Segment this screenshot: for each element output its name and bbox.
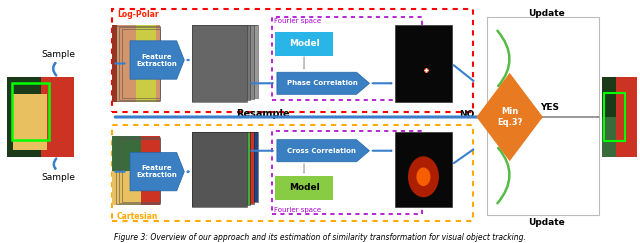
Text: Sample: Sample <box>41 50 75 59</box>
FancyBboxPatch shape <box>40 78 74 156</box>
Text: Update: Update <box>529 9 565 18</box>
Ellipse shape <box>408 156 439 197</box>
Text: Figure 3: Overview of our approach and its estimation of similarity transformati: Figure 3: Overview of our approach and i… <box>114 233 526 242</box>
Text: Resample: Resample <box>236 109 289 119</box>
FancyBboxPatch shape <box>275 32 333 56</box>
Text: Cartesian: Cartesian <box>117 211 158 220</box>
FancyArrowPatch shape <box>454 65 474 81</box>
FancyBboxPatch shape <box>200 25 254 99</box>
Polygon shape <box>277 140 369 162</box>
Polygon shape <box>130 41 184 79</box>
Text: YES: YES <box>540 103 559 112</box>
FancyBboxPatch shape <box>396 25 452 102</box>
Text: Model: Model <box>289 183 319 192</box>
FancyBboxPatch shape <box>136 25 156 102</box>
FancyBboxPatch shape <box>141 136 161 205</box>
Polygon shape <box>277 72 369 94</box>
Text: Log-Polar: Log-Polar <box>117 10 159 19</box>
Text: Feature
Extraction: Feature Extraction <box>136 53 177 67</box>
FancyBboxPatch shape <box>13 94 47 149</box>
Text: Fourier space: Fourier space <box>274 207 321 213</box>
FancyBboxPatch shape <box>275 176 333 200</box>
FancyBboxPatch shape <box>602 78 637 117</box>
Polygon shape <box>130 152 184 191</box>
FancyArrowPatch shape <box>454 149 473 163</box>
FancyBboxPatch shape <box>602 78 637 156</box>
FancyArrowPatch shape <box>497 148 509 203</box>
FancyBboxPatch shape <box>204 132 258 202</box>
Ellipse shape <box>417 167 431 186</box>
Text: NO: NO <box>459 110 475 119</box>
FancyArrowPatch shape <box>497 31 509 86</box>
FancyBboxPatch shape <box>192 132 246 207</box>
Text: Cross Correlation: Cross Correlation <box>287 148 356 154</box>
FancyBboxPatch shape <box>113 25 117 102</box>
FancyBboxPatch shape <box>113 25 161 102</box>
FancyBboxPatch shape <box>396 132 452 207</box>
FancyBboxPatch shape <box>113 136 161 205</box>
Polygon shape <box>476 73 543 161</box>
FancyBboxPatch shape <box>7 78 40 156</box>
FancyBboxPatch shape <box>196 25 250 101</box>
FancyBboxPatch shape <box>204 25 258 98</box>
FancyBboxPatch shape <box>200 132 254 204</box>
FancyArrowPatch shape <box>54 158 56 168</box>
Text: Phase Correlation: Phase Correlation <box>287 80 357 86</box>
Text: Model: Model <box>289 39 319 48</box>
Text: Min
Eq.3?: Min Eq.3? <box>497 107 522 127</box>
Text: Sample: Sample <box>41 173 75 182</box>
FancyBboxPatch shape <box>616 78 637 156</box>
FancyBboxPatch shape <box>7 78 74 156</box>
Text: Feature
Extraction: Feature Extraction <box>136 165 177 178</box>
FancyArrowPatch shape <box>53 63 56 76</box>
Text: Fourier space: Fourier space <box>274 18 321 24</box>
FancyBboxPatch shape <box>196 132 250 205</box>
Text: Update: Update <box>529 218 565 227</box>
FancyBboxPatch shape <box>113 136 161 171</box>
FancyBboxPatch shape <box>192 25 246 102</box>
